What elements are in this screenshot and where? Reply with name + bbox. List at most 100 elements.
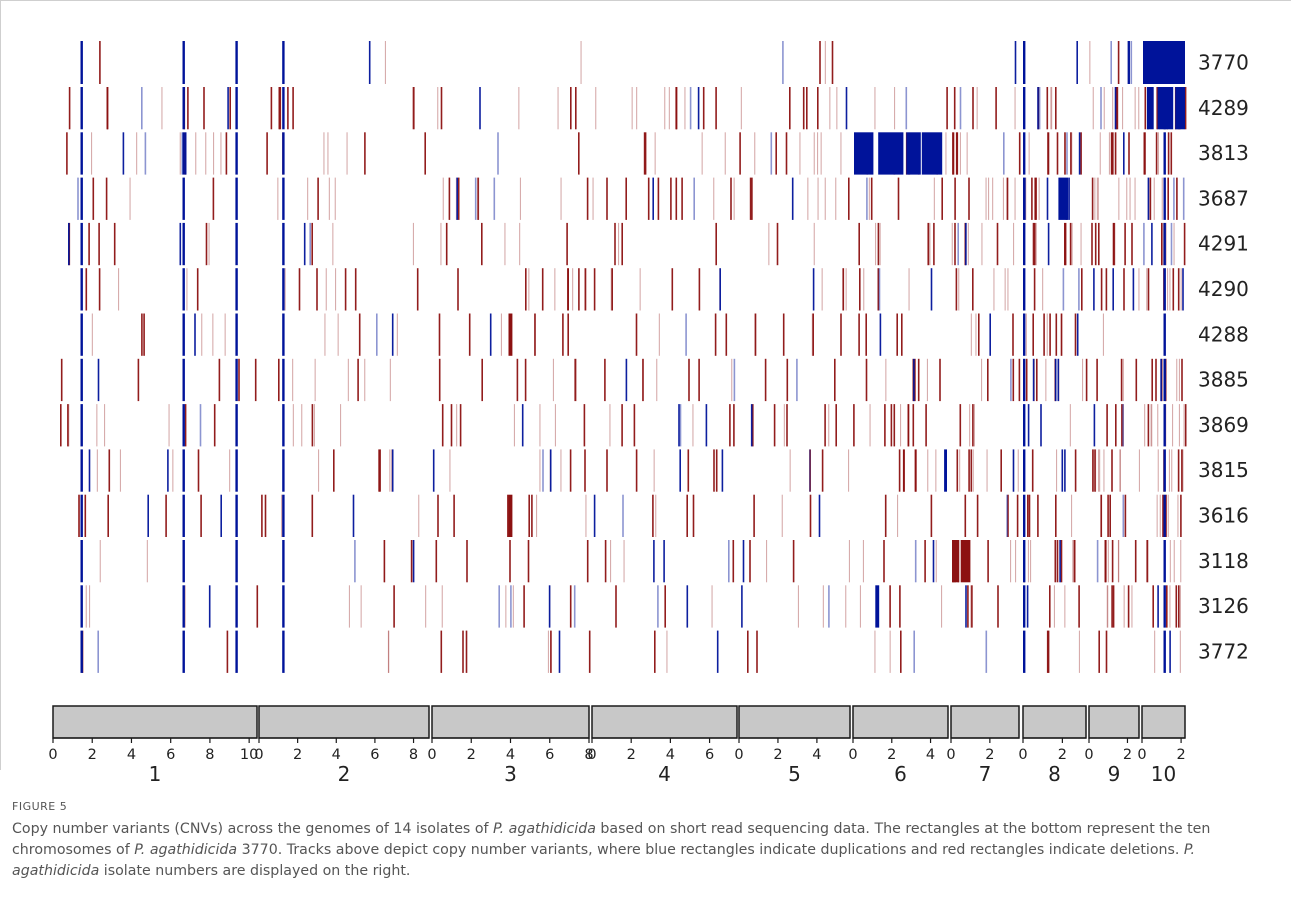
row-gap xyxy=(40,492,1200,495)
deletion-mark xyxy=(450,403,453,447)
deletion-mark xyxy=(754,131,756,175)
deletion-mark xyxy=(1165,222,1167,266)
deletion-mark xyxy=(327,131,329,175)
deletion-mark xyxy=(1161,222,1163,266)
deletion-mark xyxy=(1105,629,1108,673)
deletion-mark xyxy=(959,131,961,175)
deletion-mark xyxy=(1060,539,1063,583)
deletion-mark xyxy=(569,584,572,628)
deletion-mark xyxy=(1116,86,1119,130)
deletion-mark xyxy=(437,494,439,537)
duplication-mark xyxy=(678,403,680,447)
deletion-mark xyxy=(554,267,556,311)
duplication-mark xyxy=(1163,312,1166,356)
duplication-mark xyxy=(1112,267,1114,311)
deletion-mark xyxy=(625,176,627,220)
duplication-mark xyxy=(1123,131,1125,175)
deletion-mark xyxy=(783,403,785,447)
deletion-mark xyxy=(821,448,824,492)
deletion-mark xyxy=(1114,222,1116,266)
deletion-mark xyxy=(615,584,617,628)
deletion-mark xyxy=(1165,494,1167,537)
deletion-mark xyxy=(899,584,901,628)
duplication-mark xyxy=(693,176,695,220)
duplication-mark xyxy=(1038,86,1041,130)
duplication-mark xyxy=(796,358,798,402)
deletion-mark xyxy=(1131,222,1133,266)
deletion-mark xyxy=(807,176,809,220)
duplication-mark xyxy=(497,131,499,175)
deletion-mark xyxy=(448,176,451,220)
deletion-mark xyxy=(1175,584,1178,628)
deletion-mark xyxy=(811,312,813,356)
deletion-block xyxy=(952,539,959,583)
tick-label: 6 xyxy=(705,747,714,763)
deletion-mark xyxy=(1177,267,1180,311)
deletion-mark xyxy=(1169,539,1171,583)
deletion-mark xyxy=(1069,222,1072,266)
deletion-mark xyxy=(970,448,973,492)
deletion-block xyxy=(960,539,971,583)
duplication-mark xyxy=(1160,358,1162,402)
duplication-mark xyxy=(80,403,83,447)
deletion-mark xyxy=(1017,448,1019,492)
deletion-mark xyxy=(1100,494,1102,537)
deletion-mark xyxy=(1089,41,1091,84)
row-gap xyxy=(40,401,1200,405)
deletion-mark xyxy=(137,358,140,402)
duplication-mark xyxy=(728,539,730,583)
duplication-mark xyxy=(80,539,83,583)
deletion-mark xyxy=(1092,448,1094,492)
deletion-mark xyxy=(393,584,395,628)
duplication-mark xyxy=(184,131,187,175)
duplication-mark xyxy=(235,403,238,447)
deletion-mark xyxy=(566,222,568,266)
deletion-mark xyxy=(519,176,521,220)
duplication-mark xyxy=(80,267,83,311)
deletion-mark xyxy=(324,312,326,356)
deletion-mark xyxy=(1014,176,1016,220)
deletion-mark xyxy=(1105,539,1107,583)
isolate-label: 4291 xyxy=(1198,232,1249,256)
deletion-mark xyxy=(459,403,462,447)
deletion-mark xyxy=(739,131,741,175)
duplication-mark xyxy=(182,448,185,492)
deletion-mark xyxy=(340,403,342,447)
deletion-mark xyxy=(574,358,576,402)
row-gap xyxy=(40,628,1200,631)
deletion-mark xyxy=(212,176,215,220)
deletion-mark xyxy=(862,539,864,583)
deletion-mark xyxy=(1034,222,1036,266)
isolate-label: 3815 xyxy=(1198,458,1249,482)
deletion-mark xyxy=(96,448,98,492)
duplication-mark xyxy=(199,403,202,447)
deletion-mark xyxy=(1129,176,1131,220)
deletion-mark xyxy=(1002,176,1004,220)
caption-species-2: P. agathidicida xyxy=(134,842,238,858)
deletion-mark xyxy=(225,131,228,175)
deletion-mark xyxy=(1033,267,1036,311)
deletion-mark xyxy=(951,222,953,266)
deletion-mark xyxy=(733,403,735,447)
duplication-mark xyxy=(1023,267,1026,311)
deletion-mark xyxy=(986,448,988,492)
deletion-mark xyxy=(1027,494,1029,537)
row-gap xyxy=(40,311,1200,314)
deletion-mark xyxy=(752,403,754,447)
deletion-mark xyxy=(292,86,294,130)
deletion-mark xyxy=(858,222,860,266)
duplication-mark xyxy=(622,494,624,537)
deletion-mark xyxy=(383,539,386,583)
deletion-mark xyxy=(1120,358,1123,402)
isolate-label: 3687 xyxy=(1198,186,1249,210)
deletion-mark xyxy=(584,448,586,492)
deletion-mark xyxy=(1146,267,1148,311)
deletion-mark xyxy=(785,131,788,175)
deletion-mark xyxy=(1124,222,1126,266)
deletion-mark xyxy=(985,176,987,220)
deletion-mark xyxy=(1036,358,1038,402)
duplication-mark xyxy=(282,629,285,673)
deletion-mark xyxy=(1180,539,1182,583)
deletion-mark xyxy=(809,448,811,492)
